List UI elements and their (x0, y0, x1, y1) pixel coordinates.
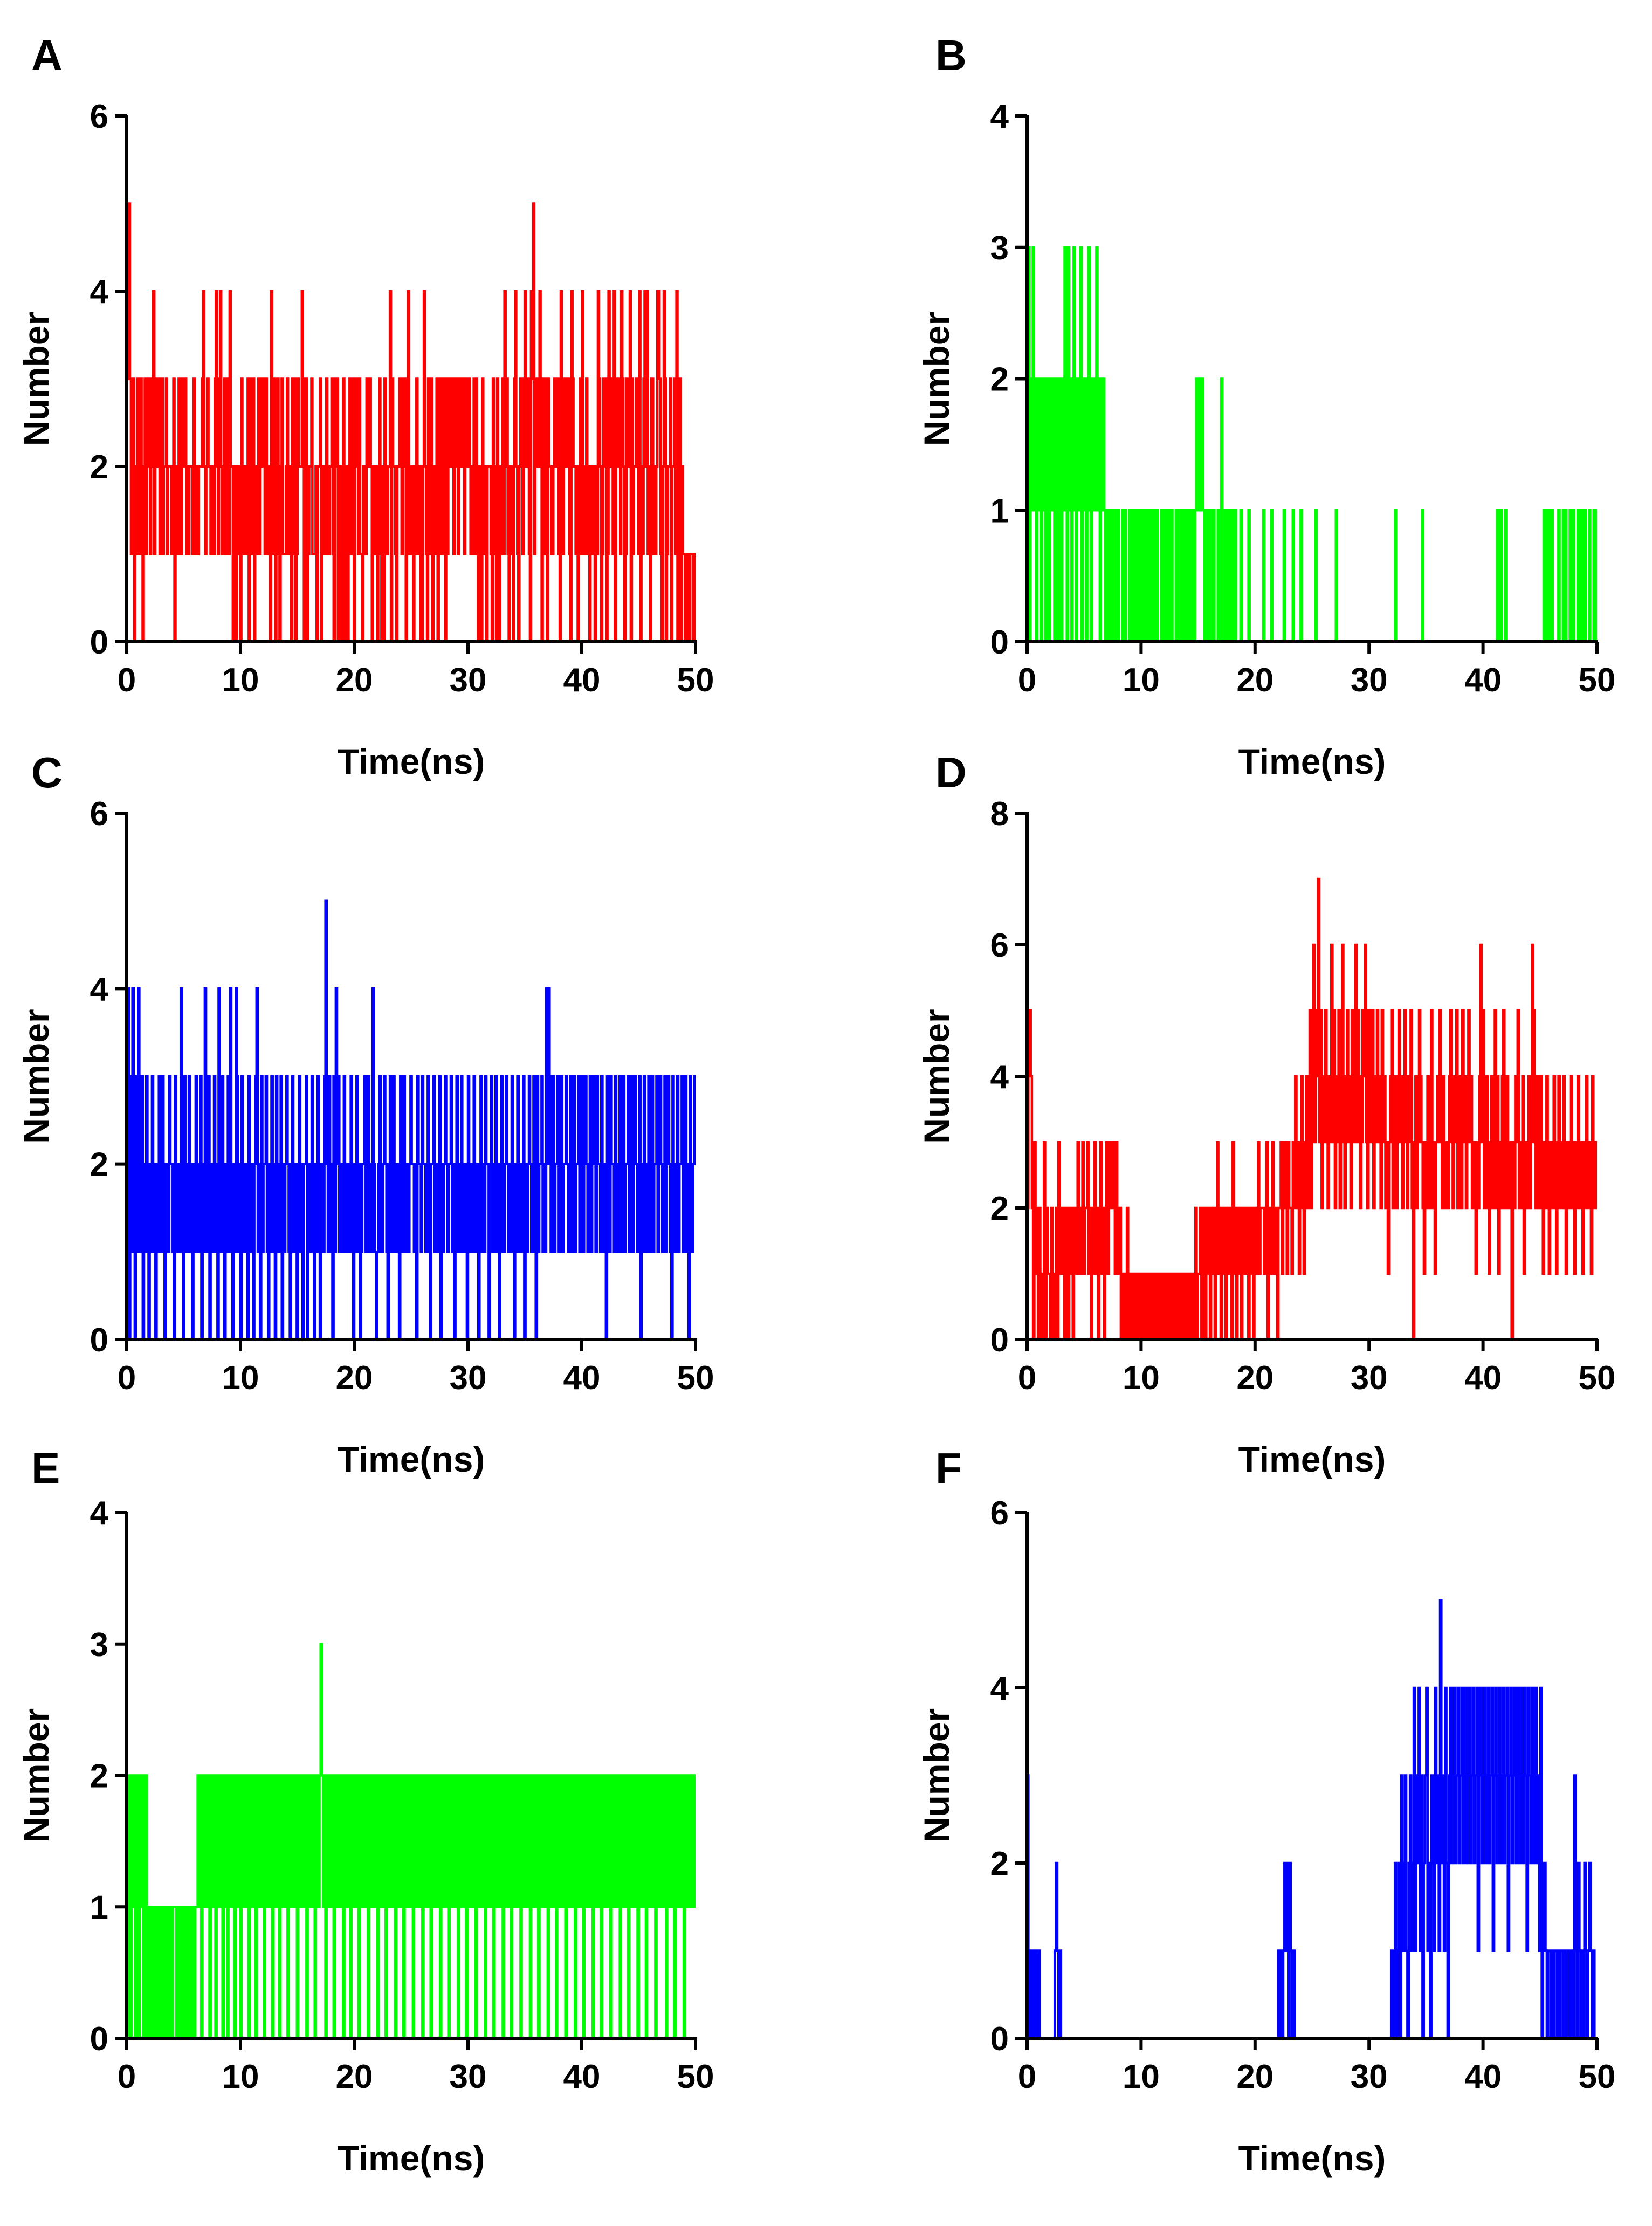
series-line-a (126, 202, 696, 643)
y-axis-title: Number (16, 1708, 56, 1843)
x-tick-label: 30 (1351, 662, 1388, 699)
series-line-b (1027, 246, 1598, 643)
y-tick-label: 3 (90, 1626, 108, 1664)
panel-label: A (31, 31, 63, 79)
y-axis-title: Number (16, 312, 56, 446)
panel-label: E (31, 1444, 60, 1492)
y-tick-label: 2 (90, 1758, 108, 1795)
y-axis-title: Number (917, 1708, 956, 1843)
x-tick-label: 40 (563, 662, 601, 699)
x-tick-label: 10 (222, 2058, 259, 2096)
x-tick-label: 40 (1464, 2058, 1502, 2096)
x-tick-label: 30 (450, 2058, 487, 2096)
y-axis-title: Number (16, 1009, 56, 1143)
y-tick-label: 2 (90, 1146, 108, 1184)
y-tick-label: 2 (90, 449, 108, 486)
x-tick-label: 50 (677, 1359, 714, 1397)
y-tick-label: 8 (990, 795, 1009, 833)
x-axis-title: Time(ns) (338, 1439, 485, 1479)
x-axis-title: Time(ns) (1238, 1439, 1386, 1479)
x-axis-title: Time(ns) (338, 741, 485, 781)
x-tick-label: 20 (336, 2058, 373, 2096)
x-tick-label: 20 (1236, 2058, 1274, 2096)
x-tick-label: 0 (1018, 2058, 1036, 2096)
x-tick-label: 10 (222, 1359, 259, 1397)
x-tick-label: 50 (677, 662, 714, 699)
series-line-d (1027, 877, 1598, 1341)
chart-panel-d: 0 2 4 6 8 0 10 20 30 40 50 Time(ns) Number D (917, 748, 1615, 1479)
y-tick-label: 6 (990, 927, 1009, 964)
x-tick-label: 0 (118, 1359, 136, 1397)
chart-panel-a: 0 2 4 6 0 10 20 30 40 50 Time(ns) Number A (16, 31, 714, 781)
x-tick-label: 50 (677, 2058, 714, 2096)
panel-label: B (935, 31, 967, 79)
panel-label: C (31, 748, 63, 796)
y-tick-label: 2 (990, 1190, 1009, 1227)
x-tick-label: 30 (1351, 2058, 1388, 2096)
x-tick-label: 40 (563, 1359, 601, 1397)
y-tick-label: 4 (990, 1670, 1009, 1707)
x-tick-label: 10 (1123, 1359, 1160, 1397)
chart-panel-c: 0 2 4 6 0 10 20 30 40 50 Time(ns) Number C (16, 748, 714, 1479)
y-tick-label: 4 (90, 273, 109, 311)
y-tick-label: 2 (990, 1845, 1009, 1883)
x-tick-label: 0 (1018, 662, 1036, 699)
y-tick-label: 0 (90, 2021, 108, 2058)
y-tick-label: 4 (90, 971, 109, 1008)
x-tick-label: 50 (1579, 2058, 1616, 2096)
x-tick-label: 50 (1579, 1359, 1616, 1397)
x-axis-title: Time(ns) (1238, 741, 1386, 781)
x-tick-label: 30 (450, 662, 487, 699)
y-tick-label: 6 (90, 795, 108, 833)
y-tick-label: 6 (990, 1495, 1009, 1532)
y-tick-label: 4 (990, 98, 1009, 135)
y-tick-label: 3 (990, 230, 1009, 267)
x-tick-label: 40 (563, 2058, 601, 2096)
series-line-c (126, 899, 696, 1341)
series-line-f (1027, 1599, 1597, 2040)
x-axis-title: Time(ns) (338, 2138, 485, 2178)
y-tick-label: 0 (990, 1322, 1009, 1359)
panel-label: F (935, 1444, 962, 1492)
x-tick-label: 0 (118, 2058, 136, 2096)
x-tick-label: 20 (336, 662, 373, 699)
y-axis-title: Number (917, 312, 956, 446)
x-tick-label: 10 (1123, 662, 1160, 699)
x-tick-label: 50 (1579, 662, 1616, 699)
series-line-e (126, 1643, 696, 2040)
y-tick-label: 6 (90, 98, 108, 135)
x-axis-title: Time(ns) (1238, 2138, 1386, 2178)
x-tick-label: 20 (336, 1359, 373, 1397)
x-tick-label: 30 (450, 1359, 487, 1397)
chart-panel-f: 0 2 4 6 0 10 20 30 40 50 Time(ns) Number F (917, 1444, 1615, 2178)
x-tick-label: 0 (118, 662, 136, 699)
y-tick-label: 0 (90, 1322, 108, 1359)
y-tick-label: 0 (90, 624, 108, 661)
x-tick-label: 20 (1236, 662, 1274, 699)
x-tick-label: 20 (1236, 1359, 1274, 1397)
y-tick-label: 2 (990, 361, 1009, 399)
y-tick-label: 0 (990, 2021, 1009, 2058)
y-tick-label: 4 (90, 1495, 109, 1532)
y-tick-label: 1 (990, 492, 1009, 530)
y-tick-label: 1 (90, 1889, 108, 1926)
x-tick-label: 10 (1123, 2058, 1160, 2096)
y-tick-label: 4 (990, 1059, 1009, 1096)
x-tick-label: 10 (222, 662, 259, 699)
panel-label: D (935, 748, 967, 796)
y-axis-title: Number (917, 1009, 956, 1143)
y-tick-label: 0 (990, 624, 1009, 661)
x-tick-label: 40 (1464, 662, 1502, 699)
x-tick-label: 30 (1351, 1359, 1388, 1397)
x-tick-label: 0 (1018, 1359, 1036, 1397)
x-tick-label: 40 (1464, 1359, 1502, 1397)
